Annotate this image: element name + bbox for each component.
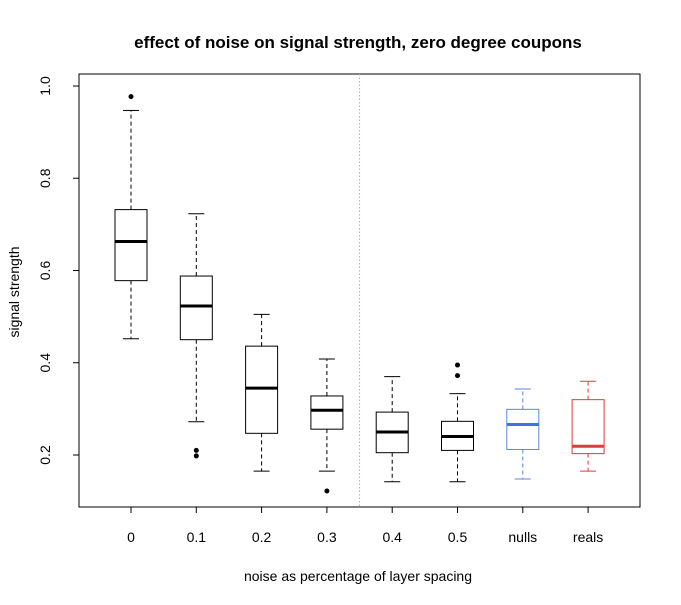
y-axis-label: signal strength	[6, 246, 22, 337]
x-axis-label: noise as percentage of layer spacing	[244, 568, 472, 584]
x-tick-label: 0.3	[317, 529, 337, 545]
x-tick-label: 0.2	[252, 529, 272, 545]
x-tick-label: 0.1	[187, 529, 207, 545]
outlier-point	[128, 94, 134, 100]
x-tick-label: reals	[573, 529, 603, 545]
box-iqr	[506, 408, 540, 450]
outlier-point	[455, 362, 460, 368]
outlier-point	[193, 447, 199, 453]
box-iqr	[114, 209, 148, 282]
box-iqr	[179, 275, 213, 341]
box-iqr	[245, 345, 279, 434]
chart-title: effect of noise on signal strength, zero…	[134, 33, 582, 52]
box-iqr	[310, 395, 344, 430]
x-tick-label: 0.5	[448, 529, 468, 545]
outlier-point	[193, 453, 199, 459]
x-tick-label: nulls	[508, 529, 537, 545]
y-tick-label: 0.6	[37, 261, 53, 281]
y-tick-label: 1.0	[37, 76, 53, 96]
outlier-point	[455, 373, 460, 379]
y-tick-label: 0.4	[37, 353, 53, 373]
y-tick-label: 0.2	[37, 445, 53, 465]
plot-area: 0.2 0.4 0.6 0.8 1.0 0 0.1 0.2 0.3 0.4 0.5 nulls real…	[37, 73, 641, 545]
x-tick-label: 0.4	[382, 529, 402, 545]
x-tick-label: 0	[127, 529, 135, 545]
y-tick-label: 0.8	[37, 168, 53, 188]
outlier-point	[324, 488, 330, 494]
box-iqr	[571, 399, 605, 455]
